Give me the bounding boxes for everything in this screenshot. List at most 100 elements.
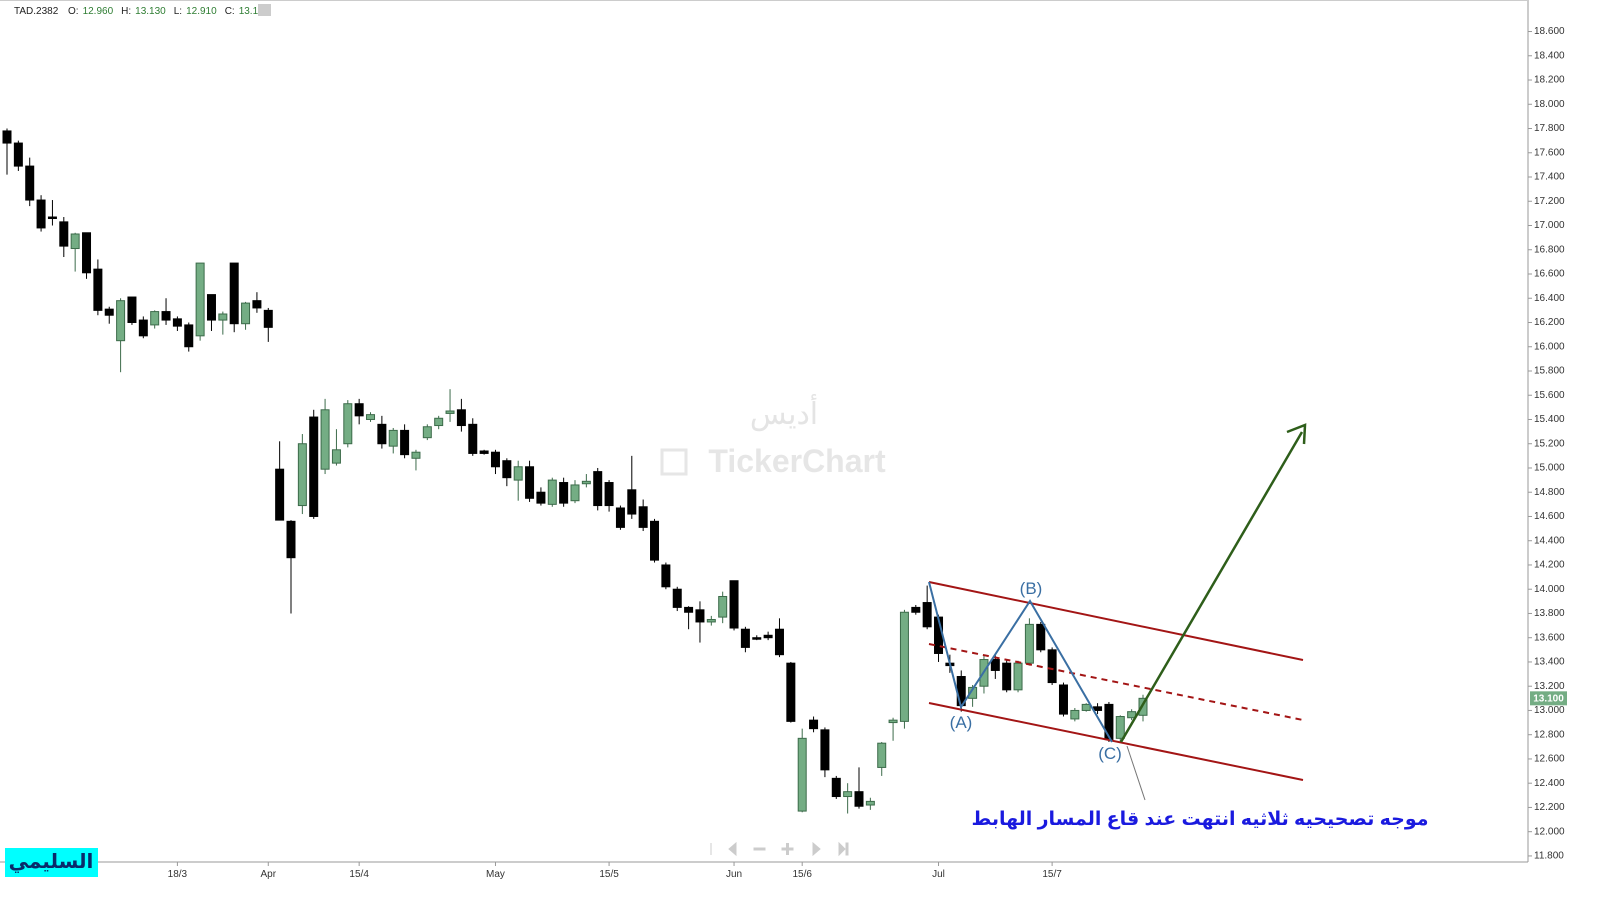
y-tick-label: 15.800 [1534,366,1565,377]
candle-body [559,482,569,504]
candle-body [627,489,637,515]
candle-body [865,800,875,806]
x-tick-label: 15/6 [792,869,812,880]
header-value: 13.100 [239,6,270,17]
candle-body [411,451,421,459]
candle-body [661,564,671,588]
candle-body [718,595,728,618]
candle-body [1070,709,1080,720]
y-tick-label: 12.600 [1534,754,1565,765]
last-price-label: 13.100 [1533,693,1564,704]
nav-bar [710,841,849,857]
y-tick-label: 13.200 [1534,681,1565,692]
candle-body [1138,697,1148,716]
candle-body [104,308,114,316]
candle-body [490,451,500,468]
author-box [5,848,98,877]
candle-body [377,423,387,445]
y-tick-label: 18.200 [1534,75,1565,86]
candle-body [70,233,80,250]
candle-body [479,450,489,454]
y-tick-label: 15.000 [1534,463,1565,474]
y-tick-label: 15.200 [1534,438,1565,449]
y-tick-label: 13.400 [1534,657,1565,668]
header-value: 12.960 [83,6,114,17]
candle-body [127,296,137,323]
nav-left[interactable] [728,841,737,857]
candle-body [445,410,455,414]
candle-body [434,417,444,427]
candle-body [184,324,194,348]
candle-body [820,729,830,771]
watermark: TickerChart [708,443,886,479]
last-price-tag [1530,691,1567,706]
candle-body [82,232,92,274]
y-tick-label: 14.400 [1534,535,1565,546]
candle-body [774,628,784,656]
candle-body [309,416,319,517]
header-key: H: [121,6,131,17]
y-tick-label: 14.000 [1534,584,1565,595]
candle-body [1047,649,1057,684]
candle-body [422,426,432,439]
nav-end[interactable] [838,841,849,857]
y-tick-label: 17.400 [1534,172,1565,183]
candle-body [366,414,376,420]
candle-body [2,130,12,144]
y-tick-label: 12.400 [1534,778,1565,789]
candle-body [388,429,398,447]
candle-body [13,142,23,167]
nav-right[interactable] [812,841,821,857]
candle-body [809,719,819,730]
candle-body [1002,662,1012,691]
candle-body [331,449,341,464]
candle-body [241,302,251,325]
x-tick-label: Apr [260,869,276,880]
header: TAD.2382 O: 12.960 H: 13.130 L: 12.910 C: 13.10… [14,6,270,17]
candle-body [593,471,603,507]
y-tick-label: 15.600 [1534,390,1565,401]
candle-body [729,580,739,629]
candle-body [604,482,614,507]
candle-body [922,602,932,628]
header-value: 12.910 [186,6,217,17]
y-tick-label: 17.000 [1534,220,1565,231]
candle-body [899,611,909,722]
candle-body [286,520,296,559]
pointer [1126,745,1146,801]
header-icon[interactable] [258,4,271,16]
candle-body [706,619,716,623]
nav-zoom-in[interactable] [781,843,794,855]
candle-body [877,742,887,768]
note: موجه تصحيحيه ثلاثيه انتهت عند قاع المسار… [971,809,1428,830]
symbol: TAD.2382 [14,6,59,17]
candle-body [1093,706,1103,711]
wave-label: (B) [1020,579,1043,598]
candle-body [752,637,762,640]
y-tick-label: 13.600 [1534,632,1565,643]
wave-label: (C) [1098,744,1122,763]
y-tick-label: 15.400 [1534,414,1565,425]
candle-body [740,628,750,648]
candle-body [1024,623,1034,664]
candle-body [195,262,205,337]
nav-zoom-out[interactable] [753,847,766,851]
watermark-icon [660,448,688,476]
candle-body [252,300,262,309]
drawings [928,423,1307,801]
wave-abc [928,581,1113,743]
y-tick-label: 14.800 [1534,487,1565,498]
y-tick-label: 14.600 [1534,511,1565,522]
candle-body [536,491,546,504]
candle-body [831,777,841,798]
y-tick-label: 18.400 [1534,50,1565,61]
candle-body [47,216,57,220]
candle-body [275,468,285,521]
candle-body [59,221,69,247]
y-tick-label: 17.600 [1534,147,1565,158]
candle-body [138,319,148,337]
candle-body [456,409,466,427]
candle-body [1013,662,1023,691]
candle-body [672,588,682,608]
